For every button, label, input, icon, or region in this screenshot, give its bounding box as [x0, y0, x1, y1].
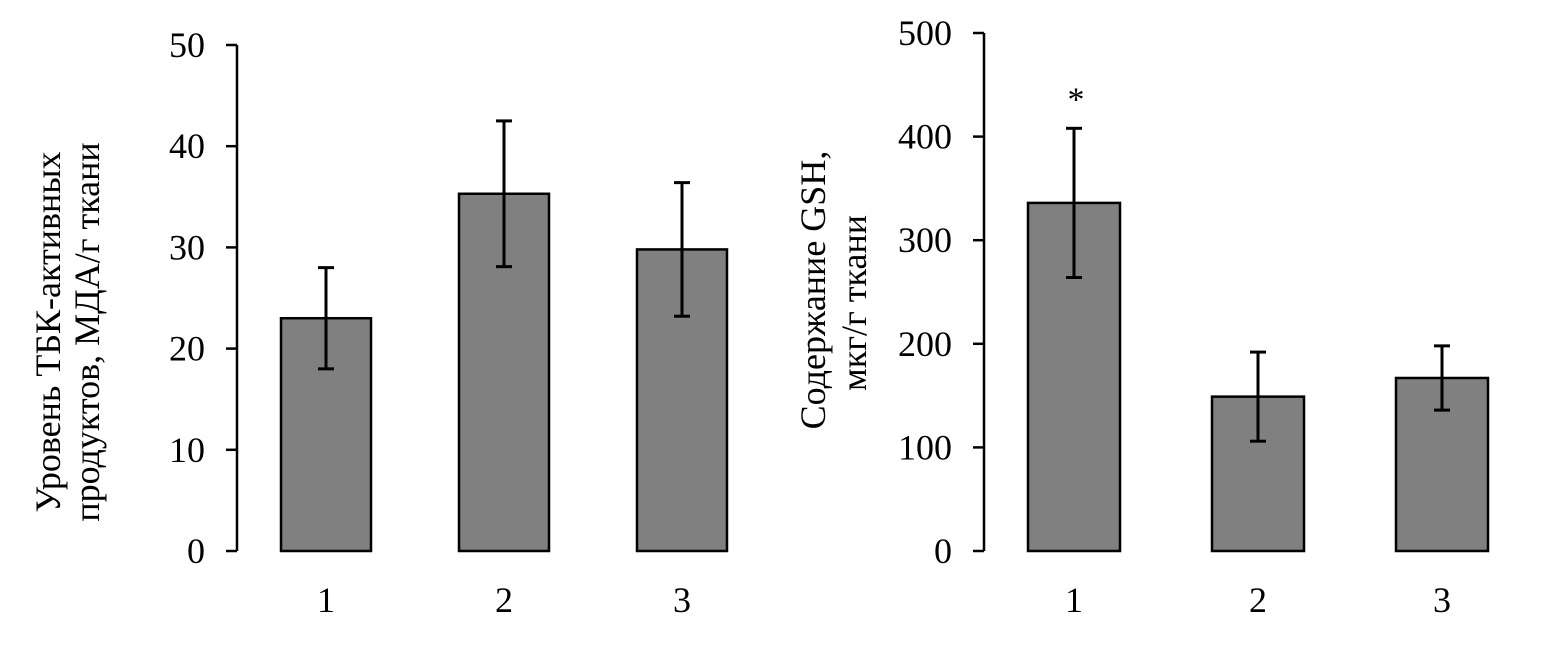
- y-tick-label: 200: [898, 324, 952, 364]
- y-axis-title-line-2: продуктов, МДА/г ткани: [67, 142, 107, 521]
- y-tick-label: 400: [898, 117, 952, 157]
- y-tick-label: 300: [898, 220, 952, 260]
- gsh-plot-area: 0 100 200 300 400 500 1 * 2 3: [898, 13, 1490, 620]
- y-tick-label: 40: [169, 126, 205, 166]
- y-tick-label: 10: [169, 430, 205, 470]
- y-axis-title-line-1: Уровень ТБК-активных: [28, 152, 68, 513]
- tbars-plot-area: 0 10 20 30 40 50 1 2 3: [169, 25, 729, 620]
- y-tick-label: 0: [187, 531, 205, 571]
- gsh-chart: Содержание GSH, мкг/г ткани 0 100 200 300 40…: [793, 13, 1490, 620]
- tbars-chart: Уровень ТБК-активных продуктов, МДА/г тк…: [28, 25, 729, 620]
- y-tick-label: 50: [169, 25, 205, 65]
- y-tick-label: 20: [169, 329, 205, 369]
- y-tick-label: 0: [934, 531, 952, 571]
- y-tick-label: 500: [898, 13, 952, 53]
- x-category-label: 3: [673, 580, 691, 620]
- x-category-label: 3: [1433, 580, 1451, 620]
- y-axis-title-line-1: Содержание GSH,: [793, 151, 833, 430]
- y-axis-title-line-2: мкг/г ткани: [834, 215, 874, 391]
- x-category-label: 1: [1065, 580, 1083, 620]
- y-tick-label: 100: [898, 427, 952, 467]
- x-category-label: 2: [1249, 580, 1267, 620]
- x-category-label: 1: [317, 580, 335, 620]
- significance-marker: *: [1068, 81, 1085, 118]
- x-category-label: 2: [495, 580, 513, 620]
- y-tick-label: 30: [169, 227, 205, 267]
